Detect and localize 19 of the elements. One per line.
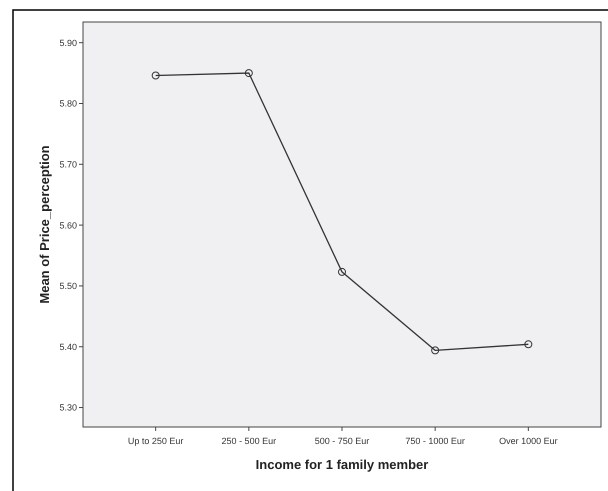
x-tick-label: 250 - 500 Eur: [222, 436, 276, 446]
y-tick-label: 5.70: [59, 159, 77, 170]
x-tick-label: 500 - 750 Eur: [314, 436, 370, 446]
y-tick-label: 5.60: [59, 220, 77, 230]
y-tick-label: 5.40: [59, 342, 77, 352]
x-axis-title: Income for 1 family member: [256, 457, 428, 472]
x-tick-label: Over 1000 Eur: [499, 436, 558, 446]
y-tick-label: 5.30: [59, 402, 77, 413]
y-axis-title: Mean of Price_perception: [37, 145, 52, 304]
point: [338, 268, 346, 276]
point: [431, 346, 440, 354]
point: [524, 340, 532, 348]
y-tick-label: 5.90: [59, 38, 77, 48]
point: [244, 69, 253, 78]
y-tick-label: 5.50: [59, 281, 77, 292]
x-tick-label: Up to 250 Eur: [128, 436, 184, 446]
x-tick-label: 750 - 1000 Eur: [405, 436, 465, 446]
point: [152, 72, 160, 80]
y-tick-label: 5.80: [59, 98, 77, 109]
